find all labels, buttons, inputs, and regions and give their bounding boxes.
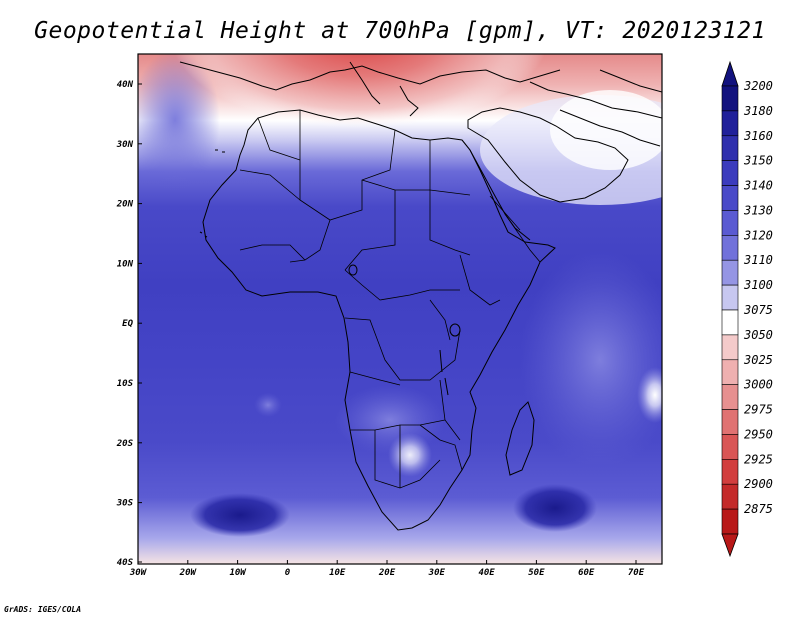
- lon-tick-label: 70E: [628, 568, 645, 578]
- colorbar-level-label: 3075: [743, 303, 773, 317]
- colorbar-level-label: 3140: [743, 179, 773, 193]
- lat-tick-label: 40S: [117, 558, 134, 568]
- colorbar-level-label: 3160: [743, 129, 773, 143]
- colorbar-level-label: 3110: [743, 253, 773, 267]
- lat-tick-label: 40N: [117, 80, 134, 90]
- lat-tick-label: 20N: [116, 200, 134, 210]
- colorbar-level-label: 2875: [744, 502, 773, 516]
- map-title: Geopotential Height at 700hPa [gpm], VT:…: [34, 18, 766, 44]
- lon-tick-label: 30W: [129, 568, 148, 578]
- colorbar-level-label: 2900: [744, 477, 773, 491]
- longitude-axis: 30W 20W 10W 0 10E 20E 30E 40E 50E 60E 70E: [129, 560, 645, 578]
- lat-tick-label: 10N: [117, 259, 134, 269]
- colorbar-segment: [721, 259, 739, 286]
- colorbar-segment: [721, 210, 739, 236]
- colorbar-segment: [721, 409, 739, 435]
- colorbar-segment: [721, 85, 739, 112]
- colorbar-level-label: 3000: [743, 378, 773, 392]
- colorbar-segment: [721, 434, 739, 460]
- lat-tick-label: EQ: [122, 319, 133, 329]
- colorbar: 3200 3180 3160 3150 3140 3130 3120 3110 3100 3075…: [721, 60, 773, 558]
- colorbar-top-arrow: [721, 60, 739, 87]
- lon-tick-label: 60E: [578, 568, 595, 578]
- country-borders: [239, 110, 541, 489]
- colorbar-segment: [721, 309, 739, 336]
- colorbar-segment: [721, 110, 739, 137]
- lat-tick-label: 30S: [116, 499, 134, 509]
- colorbar-bottom-arrow: [721, 533, 739, 558]
- lon-tick-label: 30E: [428, 568, 446, 578]
- lon-tick-label: 20E: [378, 568, 396, 578]
- colorbar-segment: [721, 334, 739, 361]
- lon-tick-label: 20W: [179, 568, 198, 578]
- colorbar-level-label: 3025: [743, 353, 773, 367]
- latitude-axis: 40N 30N 20N 10N EQ 10S 20S 30S 40S: [116, 80, 142, 568]
- colorbar-segment: [721, 160, 739, 186]
- colorbar-segment: [721, 135, 739, 161]
- credit-label: GrADS: IGES/COLA: [4, 605, 82, 614]
- colorbar-segment: [721, 284, 739, 311]
- colorbar-level-label: 3150: [743, 154, 773, 168]
- colorbar-segment: [721, 359, 739, 385]
- lon-tick-label: 0: [285, 568, 291, 578]
- lon-tick-label: 50E: [528, 568, 545, 578]
- map-frame: [137, 53, 663, 565]
- lat-tick-label: 30N: [116, 140, 134, 150]
- colorbar-segment: [721, 508, 739, 535]
- colorbar-level-label: 2975: [744, 403, 773, 417]
- colorbar-segment: [721, 459, 739, 485]
- colorbar-segment: [721, 384, 739, 410]
- colorbar-segment: [721, 483, 739, 510]
- lat-tick-label: 10S: [117, 379, 134, 389]
- colorbar-level-label: 3100: [743, 278, 773, 292]
- colorbar-level-label: 2950: [744, 427, 773, 441]
- colorbar-level-label: 3200: [743, 79, 773, 93]
- lakes: [348, 264, 461, 396]
- colorbar-level-label: 3050: [743, 328, 773, 342]
- colorbar-level-label: 3180: [743, 104, 773, 118]
- height-field: [138, 54, 662, 564]
- colorbar-segment: [721, 235, 739, 261]
- lon-tick-label: 10E: [329, 568, 346, 578]
- colorbar-level-label: 3130: [743, 203, 773, 217]
- lon-tick-label: 40E: [478, 568, 495, 578]
- lon-tick-label: 10W: [229, 568, 247, 578]
- lat-tick-label: 20S: [116, 439, 134, 449]
- colorbar-level-label: 3120: [743, 228, 773, 242]
- colorbar-segment: [721, 185, 739, 211]
- colorbar-level-label: 2925: [744, 452, 773, 466]
